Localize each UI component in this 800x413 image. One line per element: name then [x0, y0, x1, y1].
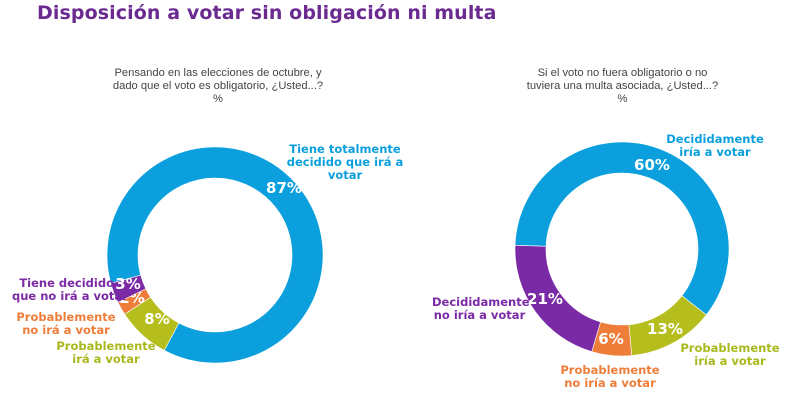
label-line: decidido que irá a: [286, 155, 404, 169]
page-title: Disposición a votar sin obligación ni mu…: [37, 2, 497, 24]
label-line: Probablemente: [16, 310, 116, 324]
question-line: Si el voto no fuera obligatorio o no: [537, 67, 708, 79]
donut-left-value-label: 87%: [266, 179, 302, 197]
left-label-decided-not-vote: Tiene decidido que no irá a votar: [12, 276, 128, 303]
label-line: votar: [327, 168, 363, 182]
right-chart-question: Si el voto no fuera obligatorio o no tuv…: [490, 67, 755, 106]
question-unit: %: [213, 93, 223, 105]
donut-left-slice-blue: [106, 146, 324, 364]
left-label-probably-not-vote: Probablemente no irá a votar: [16, 311, 116, 337]
donut-left-value-label: 8%: [144, 310, 169, 328]
left-label-decided-vote: Tiene totalmente decidido que irá a vota…: [285, 143, 405, 182]
donut-right-value-label: 60%: [634, 156, 670, 174]
right-label-decidedly-vote: Decididamente iría a votar: [660, 133, 770, 159]
label-line: no irá a votar: [22, 323, 110, 337]
label-line: iría a votar: [679, 145, 751, 159]
donut-right-slice-blue: [514, 141, 730, 316]
donut-left-slice-purple: [110, 274, 147, 303]
label-line: no iría a votar: [564, 376, 656, 390]
label-line: que no irá a votar: [12, 289, 128, 303]
question-unit: %: [617, 93, 628, 105]
label-line: irá a votar: [72, 352, 140, 366]
donut-right-value-label: 13%: [647, 320, 683, 338]
left-label-probably-vote: Probablemente irá a votar: [56, 340, 156, 366]
right-label-probably-vote: Probablemente iría a votar: [680, 342, 780, 368]
right-label-decidedly-not-vote: Decididamente no iría a votar: [432, 295, 530, 322]
label-line: Probablemente: [56, 339, 156, 353]
question-line: tuviera una multa asociada, ¿Usted...?: [526, 80, 719, 92]
label-line: Decididamente: [666, 132, 764, 146]
left-chart-question: Pensando en las elecciones de octubre, y…: [78, 67, 358, 106]
right-label-probably-not-vote: Probablemente no iría a votar: [560, 364, 660, 390]
label-line: Decididamente: [432, 295, 530, 309]
label-line: no iría a votar: [433, 308, 526, 322]
question-line: Pensando en las elecciones de octubre, y: [114, 67, 322, 79]
label-line: iría a votar: [694, 354, 766, 368]
label-line: Probablemente: [560, 363, 660, 377]
donut-right-value-label: 6%: [598, 330, 623, 348]
label-line: Probablemente: [680, 341, 780, 355]
donut-right-slice-purple: [514, 244, 601, 353]
donut-left-value-label: 3%: [115, 275, 140, 293]
donut-right-value-label: 21%: [527, 290, 563, 308]
question-line: dado que el voto es obligatorio, ¿Usted.…: [112, 80, 324, 92]
label-line: Tiene totalmente: [289, 142, 401, 156]
label-line: Tiene decidido: [19, 276, 114, 290]
